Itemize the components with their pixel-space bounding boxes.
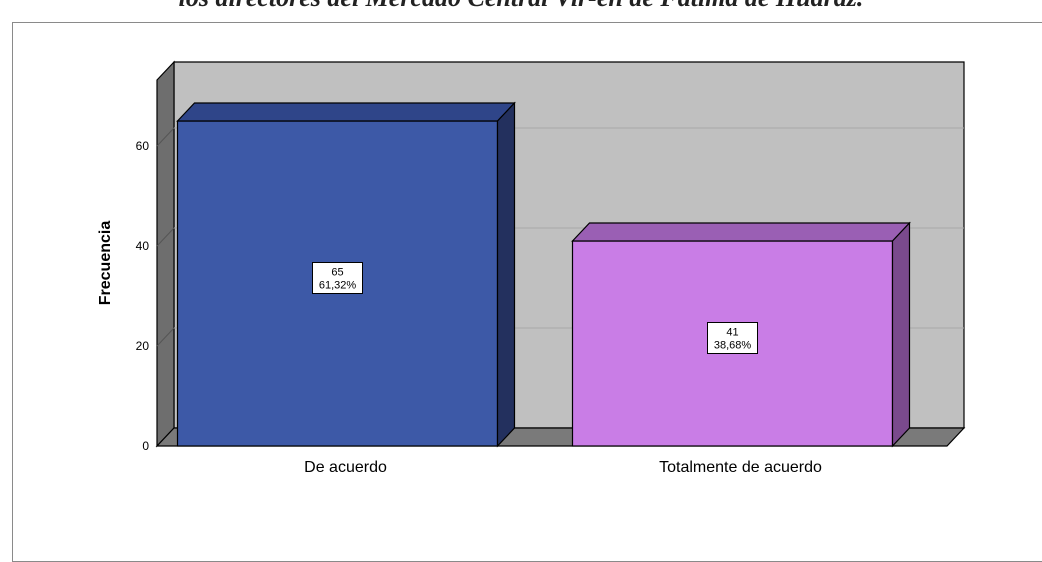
y-axis-label: Frecuencia: [97, 221, 114, 306]
data-label-count: 41: [726, 327, 738, 339]
grid-line-side: [156, 127, 175, 147]
grid-line-side: [156, 327, 175, 347]
data-label-box: [707, 322, 758, 354]
y-tick-label: 60: [136, 139, 150, 153]
category-labels: De acuerdo Totalmente de acuerdo: [304, 459, 822, 476]
grid-line-side: [156, 227, 175, 247]
data-label-percent: 61,32%: [319, 280, 357, 292]
bar-side: [496, 101, 516, 448]
x-tick-label: De acuerdo: [304, 459, 387, 476]
y-tick-label: 40: [136, 239, 150, 253]
bar-top: [176, 102, 516, 122]
figure-caption: los directores del Mercado Central Vir-e…: [0, 0, 1042, 13]
y-tick-label: 0: [142, 439, 149, 453]
data-label-count: 65: [331, 267, 343, 279]
y-ticks: 0 20 40 60: [136, 139, 150, 453]
y-tick-label: 20: [136, 339, 150, 353]
data-label-box: [312, 262, 363, 294]
bar-side: [891, 221, 911, 448]
data-label-percent: 38,68%: [714, 340, 752, 352]
bar-top: [571, 222, 911, 242]
side-wall: [156, 60, 175, 448]
x-tick-label: Totalmente de acuerdo: [659, 459, 822, 476]
